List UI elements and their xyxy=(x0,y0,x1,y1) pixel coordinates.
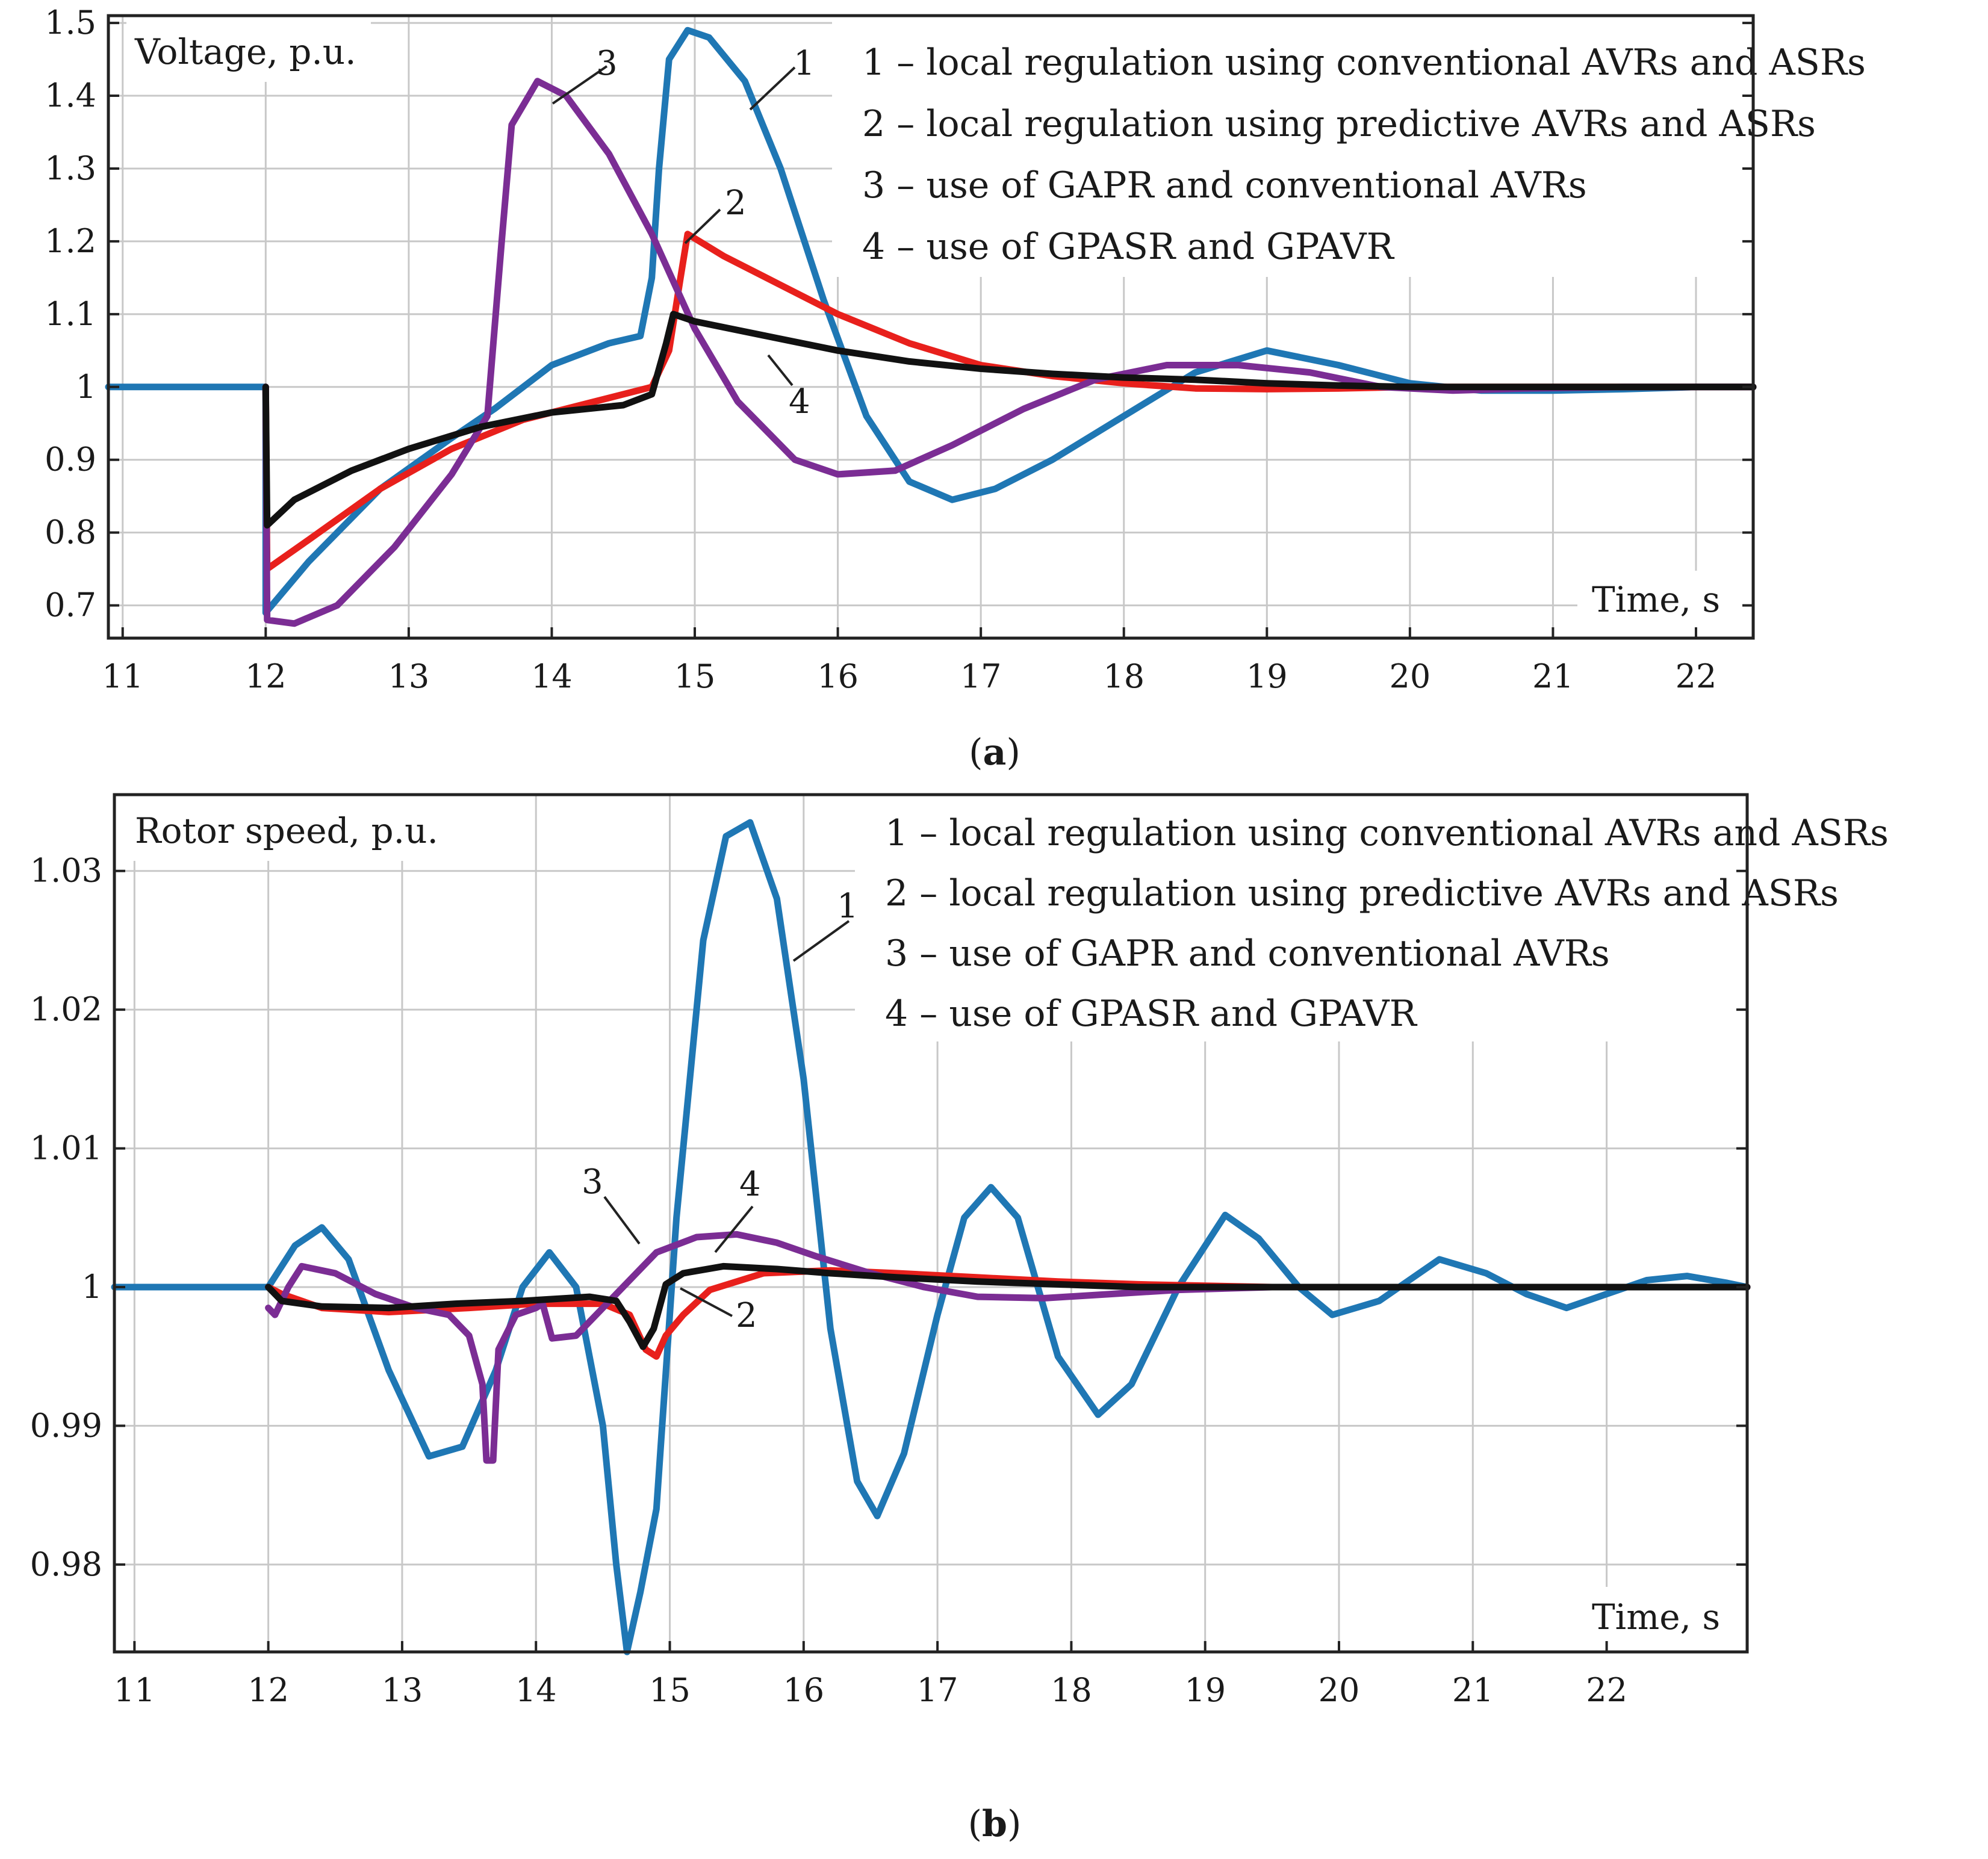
panel-a-caption: (a) xyxy=(969,731,1020,774)
panel-b-curve-label-1: 1 xyxy=(837,887,859,926)
panel-b-xtick-label-11: 11 xyxy=(114,1671,155,1709)
panel-a-xtick-label-22: 22 xyxy=(1676,657,1717,695)
panel-b-ytick-label-3: 1.01 xyxy=(30,1129,102,1167)
panel-b-ytick-label-2: 1 xyxy=(82,1268,102,1306)
panel-b-leader-4 xyxy=(714,1205,754,1253)
panel-a-tick-marks xyxy=(108,22,1753,638)
panel-a-xtick-label-19: 19 xyxy=(1246,657,1288,695)
panel-a-xtick-label-11: 11 xyxy=(102,657,143,695)
panel-b-legend-item-3: 3 – use of GAPR and conventional AVRs xyxy=(885,933,1610,975)
panel-b-legend-item-4: 4 – use of GPASR and GPAVR xyxy=(885,993,1418,1035)
panel-a-leader-2 xyxy=(684,208,721,244)
panel-a-curve-label-2: 2 xyxy=(725,184,747,223)
panel-b-leader-3 xyxy=(603,1196,641,1245)
panel-a-curve-label-4: 4 xyxy=(789,382,810,421)
panel-b-series-4-line xyxy=(265,1262,1751,1350)
panel-b-legend-box xyxy=(855,795,1983,1041)
panel-a-xtick-label-21: 21 xyxy=(1532,657,1574,695)
panel-a-leader-1 xyxy=(749,66,796,111)
panel-a-series-2-line xyxy=(262,231,1757,573)
panel-a-xtick-label-17: 17 xyxy=(960,657,1002,695)
panel-b-xlabel: Time, s xyxy=(1592,1597,1720,1637)
panel-a-ytick-label-7: 1.4 xyxy=(45,76,96,114)
panel-a-curve-label-1: 1 xyxy=(794,44,815,83)
panel-a-legend-box xyxy=(832,16,1977,277)
panel-b-curve-label-4: 4 xyxy=(739,1165,761,1204)
panel-a-ytick-label-5: 1.2 xyxy=(45,222,96,260)
panel-a-legend-item-1: 1 – local regulation using conventional … xyxy=(862,42,1866,84)
panel-b-ylabel-box xyxy=(126,795,488,861)
panel-b-xtick-label-12: 12 xyxy=(247,1671,289,1709)
panel-a-ytick-label-8: 1.5 xyxy=(45,4,96,42)
panel-a-xtick-label-13: 13 xyxy=(388,657,430,695)
panel-b-xtick-label-22: 22 xyxy=(1586,1671,1627,1709)
panel-a-xlabel-box xyxy=(1577,571,1748,628)
panel-a-xtick-label-15: 15 xyxy=(674,657,716,695)
panel-a-ylabel: Voltage, p.u. xyxy=(134,31,356,72)
panel-b-leader-2 xyxy=(680,1287,733,1317)
panel-a-axes-frame xyxy=(107,14,1755,640)
panel-a-xtick-label-20: 20 xyxy=(1389,657,1430,695)
panel-a-ytick-label-6: 1.3 xyxy=(45,149,96,187)
panel-b-xtick-label-13: 13 xyxy=(382,1671,423,1709)
panel-a-series-group xyxy=(105,26,1757,627)
panel-b-leader-1 xyxy=(792,920,850,962)
panel-b-xtick-label-15: 15 xyxy=(649,1671,691,1709)
panel-a-ytick-label-3: 1 xyxy=(76,368,96,406)
panel-a-legend-item-4: 4 – use of GPASR and GPAVR xyxy=(862,226,1395,268)
panel-a-leader-4 xyxy=(767,354,794,386)
panel-b-ylabel: Rotor speed, p.u. xyxy=(135,810,438,851)
panel-a-series-4-line xyxy=(262,311,1757,529)
panel-b-xtick-label-19: 19 xyxy=(1184,1671,1226,1709)
panel-b-legend-item-2: 2 – local regulation using predictive AV… xyxy=(885,872,1839,914)
panel-a-leader-3 xyxy=(551,65,608,105)
panel-b-axes-frame xyxy=(113,793,1749,1654)
panel-b-ytick-label-4: 1.02 xyxy=(30,990,102,1028)
panel-b-tick-marks xyxy=(114,869,1747,1652)
panel-b-ytick-label-0: 0.98 xyxy=(30,1545,102,1583)
panel-b-xlabel-box xyxy=(1577,1587,1741,1645)
panel-a-xtick-label-16: 16 xyxy=(817,657,859,695)
panel-b-x-tick-labels: 11 12 13 14 15 16 17 18 19 20 21 22 xyxy=(114,1671,1627,1709)
panel-a-xtick-label-12: 12 xyxy=(245,657,287,695)
panel-b-xtick-label-16: 16 xyxy=(783,1671,824,1709)
panel-a-xlabel: Time, s xyxy=(1592,579,1720,620)
panel-b-ytick-label-1: 0.99 xyxy=(30,1406,102,1444)
panel-a-legend-item-2: 2 – local regulation using predictive AV… xyxy=(862,103,1816,145)
panel-a-curve-label-3: 3 xyxy=(596,44,618,83)
panel-a-x-tick-labels: 11 12 13 14 15 16 17 18 19 20 21 22 xyxy=(102,657,1716,695)
panel-a-ytick-label-0: 0.7 xyxy=(45,586,96,624)
panel-b-series-3-line xyxy=(265,1231,1751,1464)
panel-b-caption: (b) xyxy=(968,1803,1022,1845)
panel-a-xtick-label-14: 14 xyxy=(531,657,573,695)
panel-a-ytick-label-2: 0.9 xyxy=(45,441,96,479)
panel-a-ylabel-box xyxy=(126,16,371,82)
panel-b-rotor-speed-chart: Rotor speed, p.u. 1 – local regulation u… xyxy=(30,793,1983,1845)
panel-a-voltage-chart: Voltage, p.u. 1 – local regulation using… xyxy=(45,4,1977,774)
panel-b-xtick-label-18: 18 xyxy=(1051,1671,1092,1709)
panel-b-curve-label-3: 3 xyxy=(582,1162,603,1202)
panel-a-series-3-line xyxy=(262,78,1757,627)
panel-b-curve-label-2: 2 xyxy=(736,1296,757,1335)
panel-b-xtick-label-21: 21 xyxy=(1452,1671,1494,1709)
panel-b-xtick-label-17: 17 xyxy=(917,1671,958,1709)
panel-b-ytick-label-5: 1.03 xyxy=(30,852,102,890)
panel-a-ytick-label-4: 1.1 xyxy=(45,295,96,333)
panel-b-legend-item-1: 1 – local regulation using conventional … xyxy=(885,812,1889,854)
panel-a-ytick-label-1: 0.8 xyxy=(45,514,96,551)
panel-a-xtick-label-18: 18 xyxy=(1103,657,1145,695)
panel-a-legend-item-3: 3 – use of GAPR and conventional AVRs xyxy=(862,164,1587,206)
panel-b-series-1-line xyxy=(111,819,1751,1656)
panel-b-xtick-label-20: 20 xyxy=(1319,1671,1360,1709)
panel-b-y-tick-labels: 0.98 0.99 1 1.01 1.02 1.03 xyxy=(30,852,102,1583)
panel-a-y-tick-labels: 0.7 0.8 0.9 1 1.1 1.2 1.3 1.4 1.5 xyxy=(45,4,96,624)
panel-b-series-group xyxy=(111,819,1751,1656)
panel-b-xtick-label-14: 14 xyxy=(515,1671,557,1709)
